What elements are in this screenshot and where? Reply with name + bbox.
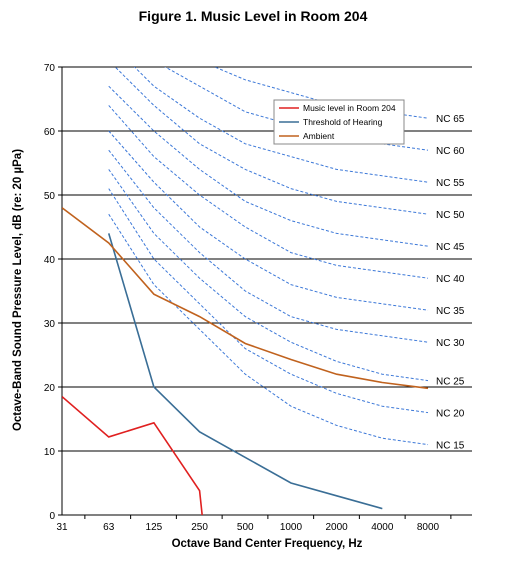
series-line bbox=[107, 233, 383, 510]
nc-curve-label: NC 50 bbox=[436, 210, 465, 221]
y-tick-label: 20 bbox=[44, 383, 56, 394]
x-tick-label: 125 bbox=[146, 522, 163, 533]
nc-curve bbox=[108, 169, 429, 382]
nc-curve-label: NC 25 bbox=[436, 377, 465, 388]
nc-curve-label: NC 30 bbox=[436, 338, 465, 349]
x-tick-label: 63 bbox=[103, 522, 115, 533]
x-tick-label: 8000 bbox=[417, 522, 440, 533]
nc-curve bbox=[108, 188, 429, 414]
legend-entry: Threshold of Hearing bbox=[303, 117, 383, 127]
x-axis-label: Octave Band Center Frequency, Hz bbox=[171, 538, 363, 550]
nc-curve bbox=[108, 130, 429, 311]
nc-curve bbox=[114, 67, 429, 215]
nc-curve bbox=[133, 67, 429, 183]
nc-curve-label: NC 60 bbox=[436, 146, 465, 157]
x-tick-label: 2000 bbox=[326, 522, 349, 533]
nc-curve bbox=[108, 213, 429, 446]
series-line bbox=[62, 207, 429, 390]
nc-curve-label: NC 55 bbox=[436, 178, 465, 189]
x-tick-label: 250 bbox=[191, 522, 208, 533]
x-tick-label: 500 bbox=[237, 522, 254, 533]
y-axis-label: Octave-Band Sound Pressure Level, dB (re… bbox=[12, 148, 24, 432]
x-tick-label: 31 bbox=[56, 522, 68, 533]
x-tick-label: 4000 bbox=[371, 522, 394, 533]
legend-entry: Ambient bbox=[303, 131, 335, 141]
nc-curve-label: NC 65 bbox=[436, 114, 465, 125]
nc-curve-label: NC 45 bbox=[436, 242, 465, 253]
y-tick-label: 30 bbox=[44, 319, 56, 330]
nc-curve-label: NC 15 bbox=[436, 441, 465, 452]
y-tick-label: 60 bbox=[44, 127, 56, 138]
nc-curve bbox=[108, 149, 429, 343]
legend-entry: Music level in Room 204 bbox=[303, 103, 396, 113]
chart-title: Figure 1. Music Level in Room 204 bbox=[138, 8, 368, 24]
nc-curve bbox=[108, 105, 429, 279]
y-tick-label: 0 bbox=[49, 511, 55, 522]
nc-curve-label: NC 20 bbox=[436, 409, 465, 420]
y-tick-label: 50 bbox=[44, 191, 56, 202]
y-tick-label: 40 bbox=[44, 255, 56, 266]
x-tick-label: 1000 bbox=[280, 522, 303, 533]
nc-curve-label: NC 35 bbox=[436, 306, 465, 317]
nc-curve-label: NC 40 bbox=[436, 274, 465, 285]
y-tick-label: 70 bbox=[44, 63, 56, 74]
y-tick-label: 10 bbox=[44, 447, 56, 458]
series-line bbox=[62, 395, 203, 515]
